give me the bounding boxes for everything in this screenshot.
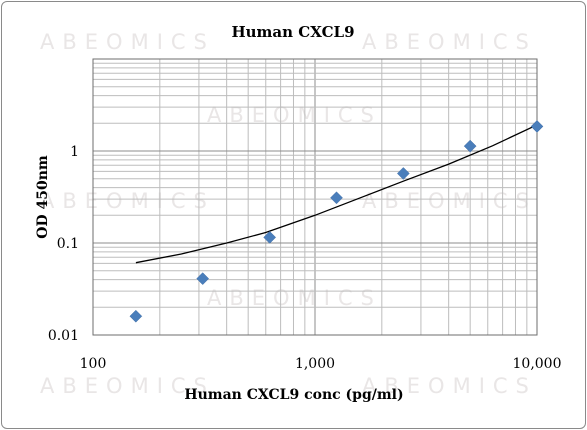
watermark-layer: ABEOMICS ABEOMICS ABEOMICS ABEOMICS ABEOMICS… [40, 30, 537, 398]
data-point-diamond [531, 120, 543, 132]
y-tick-labels: 0.01 0.1 1 [48, 144, 79, 344]
x-axis-title: Human CXCL9 conc (pg/ml) [184, 387, 403, 403]
watermark-text: ABEOMICS [362, 189, 537, 213]
data-point-diamond [397, 167, 409, 179]
x-tick-label: 100 [80, 356, 107, 372]
watermark-text: ABEOMICS [40, 30, 215, 54]
watermark-text: ABEOMICS [362, 30, 537, 54]
data-point-diamond [130, 310, 142, 322]
y-tick-label: 1 [70, 144, 79, 160]
x-tick-labels: 100 1,000 10,000 [80, 356, 562, 372]
watermark-text: ABEOMICS [207, 286, 382, 310]
chart-title: Human CXCL9 [231, 23, 354, 41]
data-point-diamond [464, 140, 476, 152]
y-tick-label: 0.01 [48, 328, 79, 344]
watermark-text: ABEOMICS [40, 189, 215, 213]
y-axis-title: OD 450nm [35, 155, 51, 239]
x-tick-label: 1,000 [295, 356, 335, 372]
data-point-diamond [331, 192, 343, 204]
grid-lines [93, 59, 537, 335]
y-tick-label: 0.1 [57, 236, 79, 252]
x-tick-label: 10,000 [513, 356, 562, 372]
